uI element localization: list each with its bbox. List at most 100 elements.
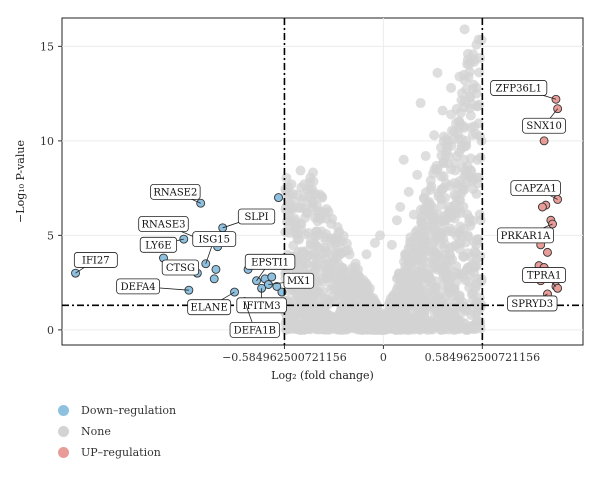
point-none	[393, 281, 404, 292]
gene-label: TPRA1	[522, 267, 566, 287]
point-none	[285, 323, 296, 334]
point-up	[543, 247, 552, 257]
label-box	[237, 208, 276, 225]
label-text: LY6E	[145, 240, 171, 251]
point-none	[314, 287, 325, 298]
point-none	[471, 88, 482, 99]
gene-label: ZFP36L1	[490, 80, 557, 100]
point-none	[283, 181, 294, 192]
point-none	[356, 281, 367, 292]
point-none	[301, 304, 312, 315]
point-none	[417, 223, 428, 234]
gene-label: DEFA1B	[229, 301, 281, 338]
label-text: TPRA1	[527, 271, 562, 282]
label-box	[139, 236, 178, 253]
label-box	[116, 278, 161, 295]
point-none	[378, 319, 389, 330]
point-none	[474, 209, 485, 220]
point-none	[302, 312, 313, 323]
point-none	[281, 202, 292, 213]
data-points	[71, 24, 563, 335]
label-text: ELANE	[191, 303, 228, 314]
point-none	[293, 319, 304, 330]
label-box	[73, 252, 118, 268]
label-text: CAPZA1	[515, 184, 557, 195]
point-none	[416, 322, 427, 333]
point-none	[424, 196, 435, 207]
point-none	[476, 273, 487, 284]
label-box	[496, 227, 554, 244]
point-none	[415, 98, 426, 109]
point-none	[296, 202, 307, 213]
point-none	[416, 256, 427, 267]
x-tick-label: 0	[380, 351, 387, 364]
label-text: DEFA4	[121, 282, 156, 293]
point-none	[316, 206, 327, 217]
point-none	[335, 295, 346, 306]
point-none	[420, 187, 431, 198]
point-none	[466, 289, 477, 300]
label-box	[150, 183, 201, 200]
label-text: SPRYD3	[511, 299, 553, 310]
label-text: ISG15	[198, 235, 230, 246]
label-text: IFI27	[82, 255, 110, 266]
point-none	[313, 243, 324, 254]
point-none	[471, 296, 482, 307]
point-none	[437, 105, 448, 116]
point-none	[465, 110, 476, 121]
point-none	[364, 283, 375, 294]
point-none	[308, 249, 319, 260]
point-none	[320, 234, 331, 245]
y-tick-label: 15	[40, 40, 54, 53]
point-none	[438, 233, 449, 244]
point-none	[475, 152, 486, 163]
point-none	[387, 296, 398, 307]
gene-label: LY6E	[139, 236, 184, 253]
point-none	[454, 290, 465, 301]
label-text: PRKAR1A	[501, 231, 551, 242]
point-none	[427, 290, 438, 301]
point-none	[425, 324, 436, 335]
point-none	[441, 259, 452, 270]
point-none	[303, 227, 314, 238]
x-tick-label: −0.584962500721156	[222, 351, 347, 364]
point-none	[358, 317, 369, 328]
point-none	[361, 249, 372, 260]
label-box	[507, 295, 558, 312]
point-none	[331, 324, 342, 335]
point-none	[454, 238, 465, 249]
point-none	[449, 178, 460, 189]
point-none	[446, 164, 457, 175]
label-box	[522, 117, 566, 134]
point-down	[209, 274, 219, 284]
label-text: SLPI	[244, 212, 268, 223]
label-box	[138, 216, 189, 232]
point-none	[432, 67, 443, 78]
point-none	[327, 296, 338, 307]
point-none	[299, 179, 310, 190]
point-none	[429, 211, 440, 222]
point-down	[267, 272, 277, 282]
legend-label-none: None	[81, 425, 111, 438]
gene-labels: IFI27 RNASE2 SLPI RNASE3 ISG15 LY6E CTSG EPSTI1…	[73, 80, 566, 338]
legend: Down–regulation None UP–regulation	[58, 400, 176, 463]
x-tick-label: 0.584962500721156	[425, 351, 540, 364]
gene-label: SPRYD3	[507, 293, 558, 312]
point-none	[412, 169, 423, 180]
point-none	[454, 203, 465, 214]
gene-label: EPSTI1	[244, 253, 296, 281]
point-none	[281, 172, 292, 183]
point-none	[336, 265, 347, 276]
gene-label: RNASE2	[150, 183, 201, 204]
point-none	[446, 82, 457, 93]
label-text: IFITM3	[243, 301, 281, 312]
point-none	[473, 172, 484, 183]
point-none	[446, 226, 457, 237]
point-none	[302, 258, 313, 269]
point-none	[336, 313, 347, 324]
legend-swatch-none	[58, 426, 69, 437]
point-none	[476, 135, 487, 146]
legend-item-none: None	[58, 421, 176, 442]
point-none	[372, 307, 383, 318]
point-none	[451, 151, 462, 162]
